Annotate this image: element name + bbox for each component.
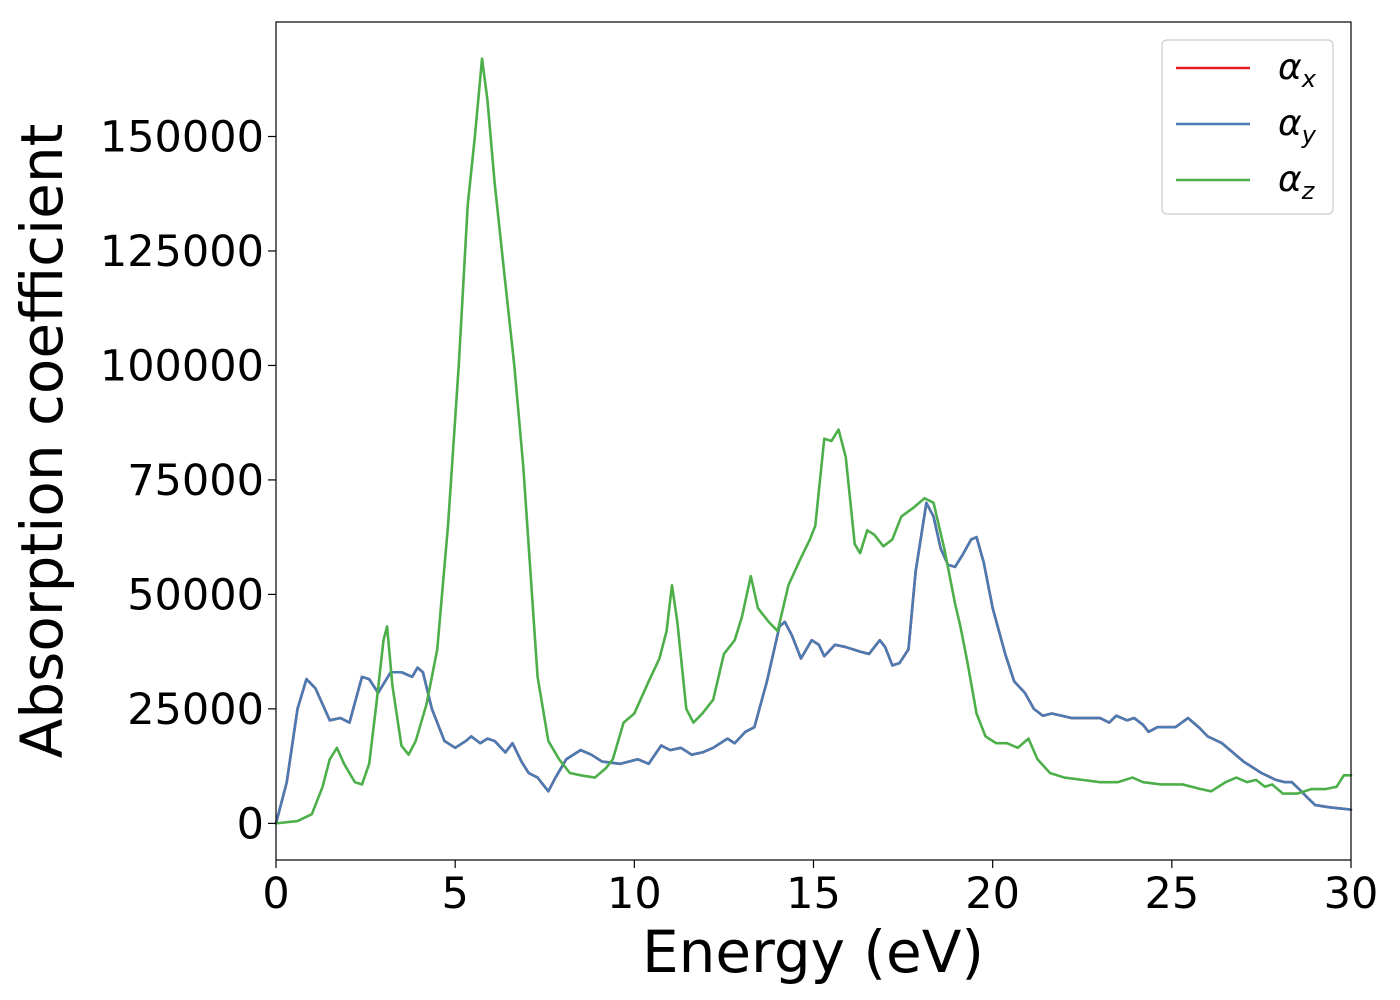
- x-tick-label: 10: [607, 869, 662, 919]
- y-tick-label: 25000: [127, 685, 264, 735]
- x-tick-label: 30: [1324, 869, 1379, 919]
- x-tick-label: 5: [441, 869, 468, 919]
- y-tick-label: 75000: [127, 456, 264, 506]
- series-layer: [274, 57, 1353, 825]
- y-tick-label: 0: [237, 799, 264, 849]
- legend-entries: αx αy αz: [1176, 47, 1317, 205]
- series-line-y: [274, 501, 1353, 825]
- series-line-z: [274, 57, 1353, 825]
- y-tick-label: 150000: [100, 112, 264, 162]
- x-tick-label: 20: [965, 869, 1020, 919]
- y-tick-label: 125000: [100, 227, 264, 277]
- y-axis-label: Absorption coefficient: [8, 124, 76, 759]
- x-axis-label: Energy (eV): [642, 918, 984, 986]
- x-axis-ticks: 0 5 10 15 20 25 30: [262, 860, 1378, 919]
- y-axis-ticks: 0 25000 50000 75000 100000 125000 150000: [100, 112, 276, 849]
- y-tick-label: 100000: [100, 341, 264, 391]
- legend-label-y: αy: [1278, 103, 1317, 149]
- legend-box: [1161, 39, 1334, 215]
- x-tick-label: 25: [1144, 869, 1199, 919]
- legend-label-z: αz: [1278, 159, 1316, 205]
- x-tick-label: 0: [262, 869, 289, 919]
- x-tick-label: 15: [786, 869, 841, 919]
- legend: αx αy αz: [1161, 39, 1334, 215]
- legend-label-x: αx: [1278, 47, 1317, 93]
- y-tick-label: 50000: [127, 570, 264, 620]
- series-line-x: [274, 501, 1353, 825]
